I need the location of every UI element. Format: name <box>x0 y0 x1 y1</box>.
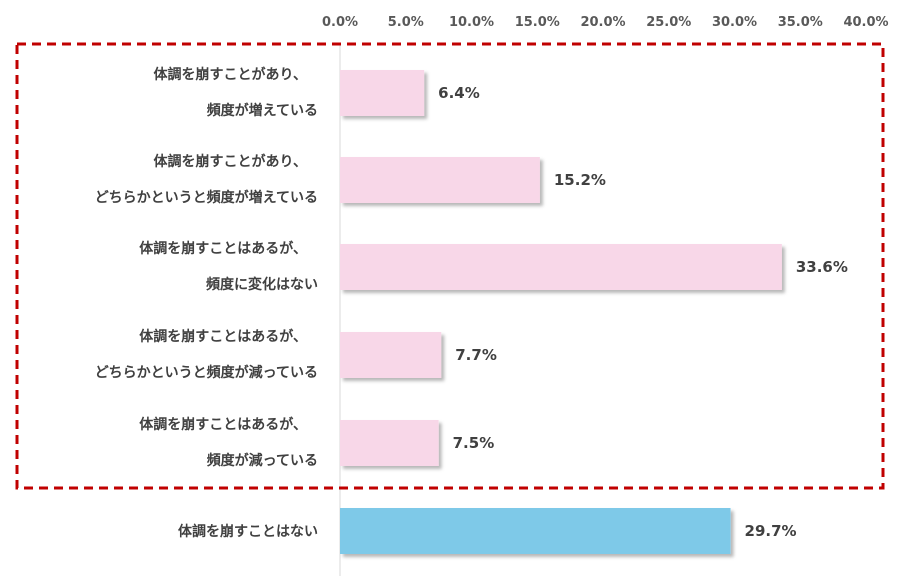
value-label: 15.2% <box>554 171 606 189</box>
category-labels: 体調を崩すことがあり、頻度が増えている体調を崩すことがあり、どちらかというと頻度… <box>95 66 318 540</box>
x-tick-label: 30.0% <box>712 15 757 30</box>
x-tick-label: 20.0% <box>580 15 625 30</box>
x-tick-label: 25.0% <box>646 15 691 30</box>
value-label: 6.4% <box>438 84 480 102</box>
bar <box>340 420 439 466</box>
category-label: 体調を崩すことがあり、 <box>154 153 307 170</box>
x-tick-label: 35.0% <box>778 15 823 30</box>
x-tick-label: 0.0% <box>322 15 358 30</box>
category-label: 頻度が増えている <box>207 102 318 119</box>
category-label: 頻度が減っている <box>207 452 318 469</box>
bar <box>340 244 782 290</box>
category-label: どちらかというと頻度が増えている <box>95 189 318 206</box>
highlight-box <box>15 42 885 490</box>
x-tick-label: 40.0% <box>843 15 888 30</box>
value-label: 7.7% <box>455 346 497 364</box>
x-tick-label: 10.0% <box>449 15 494 30</box>
value-label: 33.6% <box>796 258 848 276</box>
bar <box>340 508 731 554</box>
category-label: 体調を崩すことはあるが、 <box>139 328 307 345</box>
bar <box>340 70 425 116</box>
value-label: 7.5% <box>453 434 495 452</box>
bar <box>340 332 442 378</box>
category-label: 体調を崩すことがあり、 <box>154 66 307 83</box>
x-tick-label: 15.0% <box>515 15 560 30</box>
category-label: 体調を崩すことはない <box>178 523 318 540</box>
x-tick-label: 5.0% <box>388 15 424 30</box>
category-label: どちらかというと頻度が減っている <box>95 364 318 381</box>
category-label: 体調を崩すことはあるが、 <box>139 416 307 433</box>
bars <box>340 70 782 554</box>
bar <box>340 157 540 203</box>
value-labels: 6.4% 15.2% 33.6% 7.7% 7.5% 29.7% <box>438 84 848 540</box>
category-label: 体調を崩すことはあるが、 <box>139 240 307 257</box>
category-label: 頻度に変化はない <box>206 276 318 293</box>
x-axis-tick-labels: 0.0% 5.0% 10.0% 15.0% 20.0% 25.0% 30.0% 35.0% 40… <box>322 15 889 30</box>
value-label: 29.7% <box>745 522 797 540</box>
